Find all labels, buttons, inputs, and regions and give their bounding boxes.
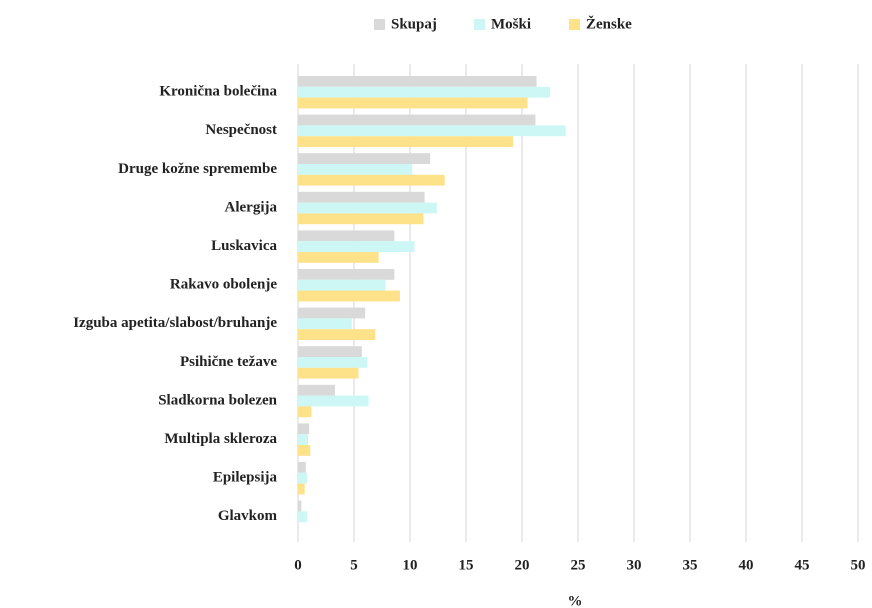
bar [298, 114, 536, 126]
x-tick-label: 10 [403, 557, 418, 573]
bar [298, 230, 395, 242]
bar [298, 252, 379, 263]
bar [298, 97, 528, 109]
x-tick-label: 15 [459, 557, 474, 573]
x-tick-label: 45 [795, 557, 810, 573]
y-tick-label: Druge kožne spremembe [118, 161, 277, 177]
legend-swatch [569, 19, 580, 30]
bar [298, 346, 362, 357]
bar [298, 86, 550, 98]
bar [298, 462, 306, 473]
bar [298, 269, 395, 280]
bar [298, 483, 305, 495]
y-tick-label: Sladkorna bolezen [158, 392, 277, 408]
x-tick-label: 50 [851, 557, 866, 573]
bar [298, 279, 386, 291]
y-tick-label: Alergija [225, 199, 278, 215]
bar [298, 76, 537, 87]
y-tick-label: Izguba apetita/slabost/bruhanje [73, 315, 277, 331]
y-tick-label: Epilepsija [213, 470, 278, 486]
x-tick-label: 5 [350, 557, 358, 573]
bar [298, 445, 311, 456]
bar [298, 395, 369, 407]
bar [298, 357, 368, 368]
bar [298, 290, 400, 302]
y-tick-label: Psihične težave [180, 354, 277, 370]
y-tick-label: Rakavo obolenje [170, 277, 277, 293]
bar [298, 434, 309, 445]
bar [298, 213, 424, 225]
bar [298, 164, 413, 175]
bar [298, 318, 352, 330]
bar [298, 406, 312, 418]
bar [298, 241, 415, 252]
x-tick-label: 20 [515, 557, 530, 573]
y-tick-label: Glavkom [218, 508, 278, 524]
bar [298, 153, 431, 164]
y-tick-label: Kronična bolečina [159, 84, 277, 100]
bar [298, 329, 376, 340]
x-tick-label: 30 [627, 557, 642, 573]
bar [298, 307, 366, 319]
y-tick-label: Nespečnost [205, 122, 277, 138]
bar [298, 472, 307, 484]
y-tick-label: Multipla skleroza [164, 431, 277, 447]
x-axis-label: % [568, 593, 583, 608]
legend-label: Skupaj [391, 16, 437, 32]
bar [298, 136, 514, 147]
x-tick-label: 40 [739, 557, 754, 573]
y-tick-label: Luskavica [211, 238, 277, 254]
bar [298, 174, 445, 186]
legend-label: Ženske [586, 15, 632, 32]
bar [298, 125, 566, 137]
x-tick-label: 35 [683, 557, 698, 573]
legend-swatch [474, 19, 485, 30]
bar [298, 191, 425, 203]
x-tick-label: 0 [294, 557, 302, 573]
bar [298, 511, 307, 523]
legend-swatch [374, 19, 385, 30]
bar [298, 384, 335, 396]
bar [298, 202, 437, 214]
bar [298, 500, 302, 512]
bar [298, 423, 310, 435]
bar [298, 367, 359, 379]
legend-label: Moški [491, 16, 531, 32]
x-tick-label: 25 [571, 557, 586, 573]
